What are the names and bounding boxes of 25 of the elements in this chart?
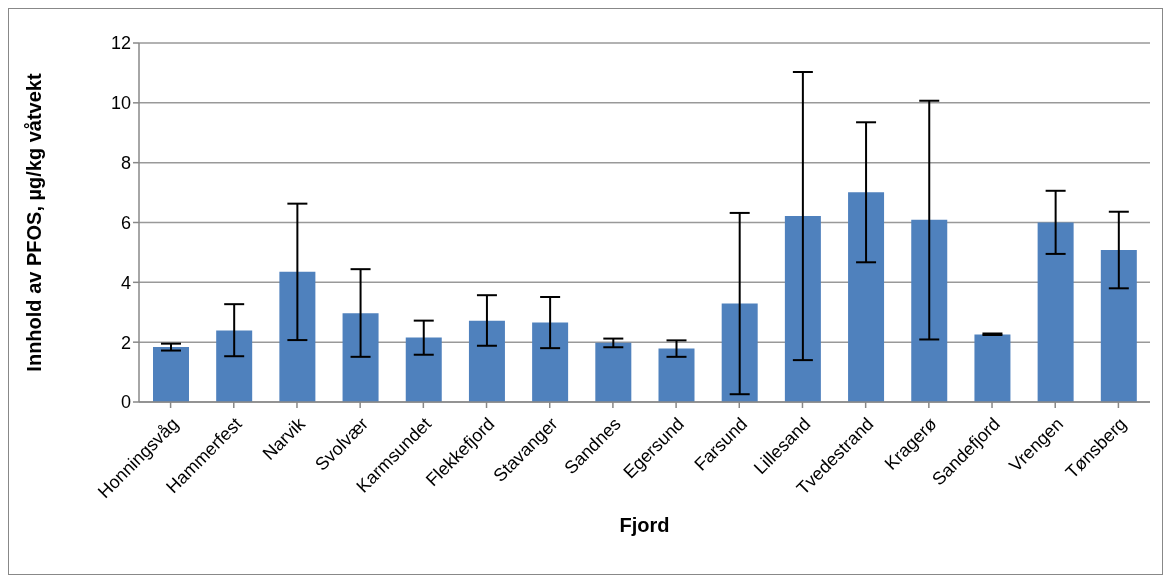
bar [342, 313, 379, 402]
bar [595, 342, 632, 402]
bar [405, 337, 442, 402]
y-tick-label: 8 [120, 153, 131, 174]
bar [721, 303, 758, 402]
bar [468, 320, 505, 402]
y-tick-label: 2 [120, 332, 131, 353]
y-axis-title: Innhold av PFOS, µg/kg våtvekt [23, 73, 46, 372]
bar [153, 346, 189, 402]
bar [848, 192, 885, 402]
bar [1037, 222, 1074, 402]
y-tick-label: 12 [110, 33, 131, 54]
y-tick-label: 6 [120, 212, 131, 233]
bar [784, 215, 821, 402]
bar [532, 322, 569, 402]
bar [1100, 250, 1137, 402]
y-tick-label: 10 [110, 93, 131, 114]
y-tick-label: 4 [120, 272, 131, 293]
bar [911, 219, 948, 402]
bar [658, 348, 695, 402]
x-axis-title: Fjord [619, 514, 670, 536]
bar [216, 330, 253, 402]
bar [974, 334, 1011, 402]
bar [279, 271, 316, 402]
y-tick-label: 0 [120, 392, 131, 413]
